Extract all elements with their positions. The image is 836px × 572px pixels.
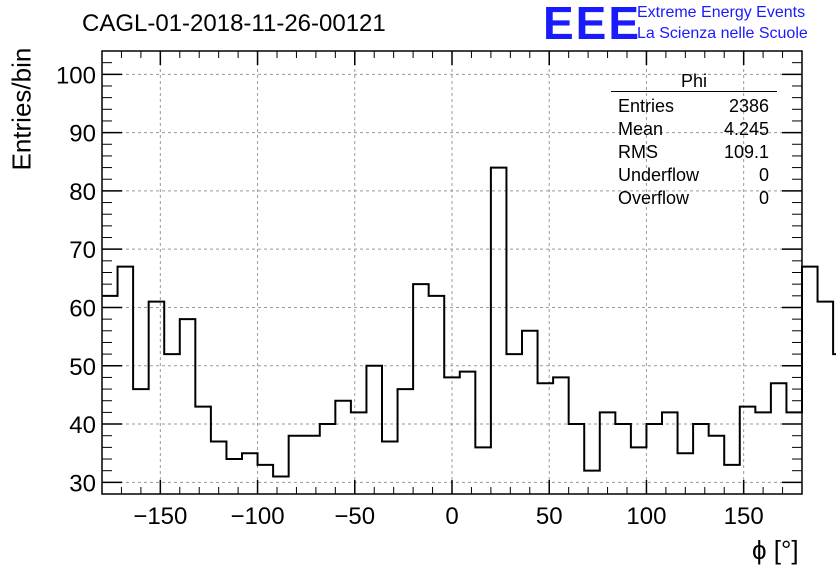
stats-value: 109.1: [723, 142, 769, 162]
histogram-bin: [133, 389, 149, 494]
stats-label: Entries: [618, 96, 675, 116]
run-title: CAGL-01-2018-11-26-00121: [82, 10, 386, 37]
y-axis-label: Entries/bin: [6, 47, 37, 171]
histogram-bin: [646, 424, 662, 494]
histogram-bin: [398, 389, 414, 494]
histogram-bin: [771, 383, 787, 494]
stats-label: RMS: [618, 142, 658, 162]
histogram-bin: [335, 401, 351, 494]
y-tick-label: 90: [69, 121, 96, 148]
histogram-bin: [631, 447, 647, 494]
histogram-bin: [475, 447, 491, 494]
stats-value: 0: [758, 188, 769, 208]
histogram-bin: [164, 354, 180, 494]
stats-box: Phi Entries 2386 Mean 4.245 RMS 109.1 Un…: [611, 72, 777, 210]
stats-row-mean: Mean 4.245: [611, 118, 777, 141]
histogram-bin: [724, 465, 740, 494]
histogram-bin: [351, 412, 367, 494]
x-axis-label: ϕ [°]: [752, 535, 799, 565]
stats-label: Overflow: [618, 188, 690, 208]
histogram-bin: [600, 412, 616, 494]
histogram-bin: [211, 442, 227, 494]
histogram-bin: [180, 319, 196, 494]
histogram-bin: [366, 366, 382, 494]
histogram-bin: [102, 296, 118, 494]
histogram-bin: [693, 424, 709, 494]
y-tick-label: 30: [69, 470, 96, 497]
histogram-bin: [289, 436, 305, 494]
stats-value: 2386: [728, 96, 769, 116]
histogram-bin: [491, 168, 507, 494]
histogram-bin: [429, 296, 445, 494]
histogram-bin: [522, 331, 538, 494]
eee-logo: EEE: [543, 0, 642, 49]
histogram-bin: [538, 383, 554, 494]
stats-row-underflow: Underflow 0: [611, 164, 777, 187]
stats-row-rms: RMS 109.1: [611, 141, 777, 164]
histogram-bin: [755, 412, 771, 494]
y-tick-label: 70: [69, 237, 96, 264]
stats-divider: [611, 91, 777, 92]
histogram-bin: [226, 459, 242, 494]
histogram-bin: [553, 377, 569, 494]
histogram-bin: [258, 465, 274, 494]
logo-caption-line2: La Scienza nelle Scuole: [637, 25, 808, 42]
histogram-series: [102, 166, 836, 478]
histogram-bin: [569, 424, 585, 494]
stats-label: Mean: [618, 119, 664, 139]
stats-value: 0: [758, 165, 769, 185]
histogram-bin: [506, 354, 522, 494]
x-tick-label: 50: [536, 503, 563, 530]
histogram-bin: [615, 424, 631, 494]
histogram-bin: [584, 471, 600, 494]
x-tick-label: 100: [626, 503, 666, 530]
x-tick-label: −150: [133, 503, 187, 530]
stats-label: Underflow: [618, 165, 700, 185]
histogram-bin: [382, 442, 398, 494]
histogram-bin: [118, 267, 134, 494]
y-tick-label: 40: [69, 412, 96, 439]
y-tick-label: 100: [56, 62, 96, 89]
histogram-bin: [662, 412, 678, 494]
histogram-bin: [460, 372, 476, 494]
x-tick-label: 0: [445, 503, 458, 530]
histogram-bin: [195, 407, 211, 494]
stats-row-entries: Entries 2386: [611, 95, 777, 118]
x-tick-label: 150: [724, 503, 764, 530]
x-tick-label: −100: [231, 503, 285, 530]
x-tick-label: −50: [334, 503, 375, 530]
histogram-bin: [320, 424, 336, 494]
histogram-bin: [149, 302, 165, 494]
logo-caption-line1: Extreme Energy Events: [637, 4, 806, 21]
histogram-bin: [304, 436, 320, 494]
y-tick-label: 60: [69, 295, 96, 322]
y-tick-label: 80: [69, 179, 96, 206]
y-tick-label: 50: [69, 354, 96, 381]
histogram-bin: [242, 453, 258, 494]
histogram-bin: [740, 407, 756, 494]
histogram-bin: [709, 436, 725, 494]
histogram-bin: [818, 302, 834, 494]
histogram-bin: [802, 267, 818, 494]
histogram-bin: [273, 477, 289, 494]
stats-title: Phi: [680, 71, 707, 91]
histogram-bin: [444, 377, 460, 494]
stats-value: 4.245: [723, 119, 769, 139]
histogram-bin: [413, 284, 429, 494]
stats-row-overflow: Overflow 0: [611, 187, 777, 210]
